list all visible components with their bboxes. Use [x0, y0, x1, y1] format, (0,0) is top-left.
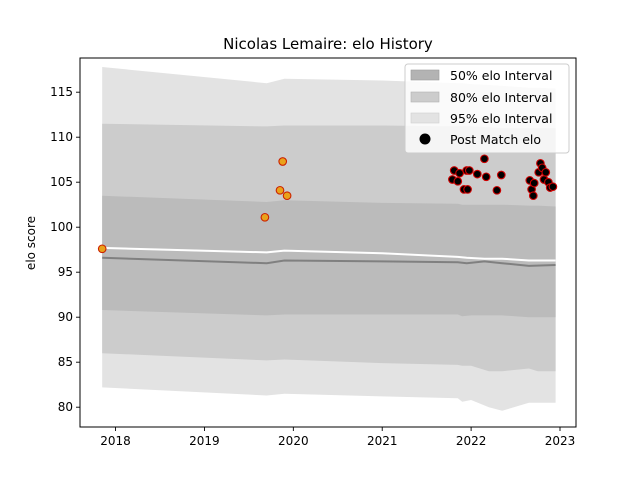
legend-swatch-50	[410, 69, 440, 81]
post-match-point	[480, 154, 489, 164]
legend-label-50: 50% elo Interval	[450, 68, 552, 83]
y-tick-label: 115	[50, 85, 73, 99]
plot-frame	[79, 57, 577, 428]
post-match-point	[472, 169, 482, 179]
post-match-point	[496, 170, 506, 180]
y-tick-label: 90	[58, 310, 73, 324]
x-tick-label: 2018	[100, 434, 131, 448]
post-match-point	[260, 212, 270, 222]
post-match-point	[463, 185, 472, 194]
band-50	[102, 195, 556, 318]
post-match-point	[481, 172, 491, 182]
post-match-point	[453, 176, 463, 186]
y-tick-label: 100	[50, 220, 73, 234]
legend-frame	[404, 63, 570, 154]
y-tick-label: 85	[58, 355, 73, 369]
legend-label-post-match: Post Match elo	[450, 132, 541, 147]
post-match-point	[275, 185, 285, 195]
post-match-point	[548, 182, 558, 192]
x-tick-label: 2022	[456, 434, 487, 448]
y-axis-label: elo score	[24, 216, 38, 270]
post-match-point	[492, 185, 502, 195]
post-match-point	[541, 167, 551, 177]
post-match-point	[278, 157, 288, 166]
x-tick-label: 2023	[545, 434, 576, 448]
chart-title: Nicolas Lemaire: elo History	[223, 35, 433, 53]
legend-swatch-80	[410, 91, 440, 103]
x-tick-label: 2020	[278, 434, 309, 448]
legend-label-95: 95% elo Interval	[450, 111, 552, 126]
y-tick-label: 95	[58, 265, 73, 279]
x-tick-label: 2021	[367, 434, 398, 448]
post-match-point	[528, 191, 538, 201]
y-tick-label: 80	[58, 400, 73, 414]
mean-line	[102, 246, 556, 262]
post-match-point	[464, 166, 474, 175]
post-match-point	[282, 191, 292, 201]
post-match-point	[529, 178, 539, 188]
legend-swatch-95	[410, 112, 440, 124]
y-tick-label: 105	[50, 175, 73, 189]
median-line	[102, 256, 556, 267]
y-tick-label: 110	[50, 130, 73, 144]
post-match-point	[97, 244, 107, 254]
legend-marker-post-match	[419, 133, 431, 145]
legend: 50% elo Interval 80% elo Interval 95% el…	[404, 63, 570, 154]
x-tick-label: 2019	[189, 434, 220, 448]
post-match-point	[455, 168, 464, 178]
legend-label-80: 80% elo Interval	[450, 90, 552, 105]
